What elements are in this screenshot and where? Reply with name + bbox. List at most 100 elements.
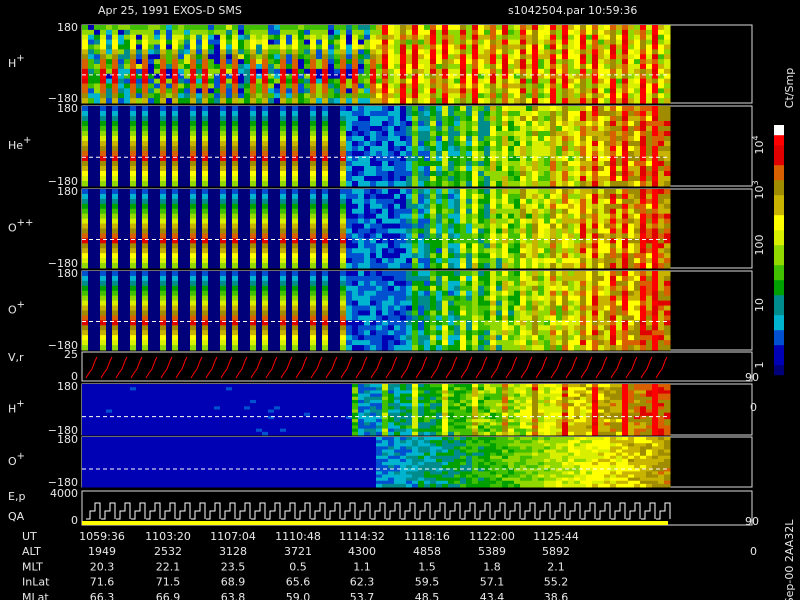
spectrogram-cell	[358, 228, 365, 234]
spectrogram-cell	[190, 106, 197, 112]
spectrogram-cell	[328, 223, 335, 229]
spectrogram-cell	[538, 166, 545, 172]
spectrogram-cell	[244, 228, 251, 234]
spectrogram-cell	[490, 176, 497, 182]
spectrogram-cell	[406, 193, 413, 200]
spectrogram-cell	[232, 131, 239, 137]
spectrogram-cell	[148, 88, 155, 94]
spectrogram-cell	[478, 181, 485, 187]
spectrogram-cell	[598, 176, 605, 182]
spectrogram-cell	[88, 248, 95, 254]
spectrogram-cell	[472, 189, 479, 195]
spectrogram-cell	[112, 126, 119, 132]
spectrogram-cell	[346, 243, 353, 249]
spectrogram-cell	[652, 238, 659, 244]
spectrogram-cell	[604, 54, 611, 60]
spectrogram-cell	[160, 310, 167, 316]
spectrogram-cell	[148, 193, 155, 200]
spectrogram-cell	[256, 189, 263, 195]
spectrogram-cell	[484, 176, 491, 182]
spectrogram-cell	[520, 213, 527, 220]
spectrogram-cell	[268, 44, 275, 50]
spectrogram-cell	[82, 161, 89, 167]
spectrogram-cell	[466, 73, 473, 80]
spectrogram-cell	[82, 330, 89, 336]
spectrogram-cell	[208, 54, 215, 60]
spectrogram-cell	[532, 73, 539, 80]
spectrogram-cell	[334, 258, 341, 264]
spectrogram-cell	[190, 83, 197, 89]
spectrogram-cell	[130, 68, 137, 75]
spectrogram-cell	[442, 171, 449, 177]
spectrogram-cell	[664, 136, 671, 142]
spectrogram-cell	[346, 213, 353, 220]
spectrogram-cell	[142, 116, 149, 122]
spectrogram-cell	[196, 166, 203, 172]
spectrogram-cell	[340, 213, 347, 220]
spectrogram-cell	[490, 68, 497, 75]
spectrogram-cell	[604, 49, 611, 55]
spectrogram-cell	[160, 59, 167, 65]
spectrogram-cell	[502, 25, 509, 31]
spectrogram-cell	[304, 25, 311, 31]
spectrogram-cell	[112, 176, 119, 182]
spectrogram-cell	[154, 203, 161, 210]
spectrogram-cell	[106, 300, 113, 307]
spectrogram-cell	[82, 203, 89, 210]
spectrogram-cell	[406, 25, 413, 31]
spectrogram-cell	[256, 93, 263, 99]
spectrogram-cell	[124, 93, 131, 99]
spectrogram-cell	[598, 253, 605, 259]
spectrogram-cell	[442, 44, 449, 50]
spectrogram-cell	[640, 93, 647, 99]
spectrogram-cell	[106, 238, 113, 244]
spectrogram-cell	[466, 166, 473, 172]
spectrogram-cell	[562, 59, 569, 65]
spectrogram-cell	[448, 68, 455, 75]
spectrogram-cell	[628, 25, 635, 31]
spectrogram-cell	[586, 233, 593, 239]
spectrogram-cell	[220, 88, 227, 94]
spectrogram-cell	[136, 295, 143, 302]
spectrogram-cell	[334, 161, 341, 167]
spectrogram-cell	[286, 121, 293, 127]
spectrogram-cell	[646, 166, 653, 172]
spectrogram-cell	[172, 171, 179, 177]
spectrogram-cell	[562, 83, 569, 89]
spectrogram-cell	[406, 171, 413, 177]
spectrogram-cell	[442, 161, 449, 167]
spectrogram-cell	[226, 78, 233, 84]
spectrogram-cell	[616, 156, 623, 162]
spectrogram-cell	[514, 233, 521, 239]
spectrogram-cell	[322, 39, 329, 45]
spectrogram-cell	[322, 238, 329, 244]
spectrogram-cell	[232, 181, 239, 187]
spectrogram-cell	[106, 171, 113, 177]
spectrogram-cell	[652, 111, 659, 117]
spectrogram-cell	[406, 78, 413, 84]
spectrogram-cell	[424, 78, 431, 84]
spectrogram-cell	[634, 29, 641, 36]
spectrogram-cell	[328, 166, 335, 172]
spectrogram-cell	[268, 73, 275, 80]
spectrogram-cell	[466, 121, 473, 127]
spectrogram-cell	[604, 151, 611, 157]
spectrogram-cell	[466, 208, 473, 215]
spectrogram-cell	[544, 218, 551, 225]
spectrogram-cell	[328, 111, 335, 117]
spectrogram-cell	[454, 29, 461, 36]
spectrogram-cell	[280, 156, 287, 162]
spectrogram-cell	[316, 238, 323, 244]
spectrogram-cell	[118, 290, 125, 297]
spectrogram-cell	[154, 34, 161, 41]
spectrogram-cell	[622, 208, 629, 215]
spectrogram-cell	[154, 271, 161, 277]
spectrogram-cell	[112, 280, 119, 287]
spectrogram-cell	[562, 29, 569, 36]
spectrogram-cell	[580, 161, 587, 167]
spectrogram-cell	[496, 111, 503, 117]
spectrogram-cell	[136, 203, 143, 210]
spectrogram-cell	[424, 64, 431, 70]
spectrogram-cell	[100, 310, 107, 316]
spectrogram-cell	[442, 166, 449, 172]
